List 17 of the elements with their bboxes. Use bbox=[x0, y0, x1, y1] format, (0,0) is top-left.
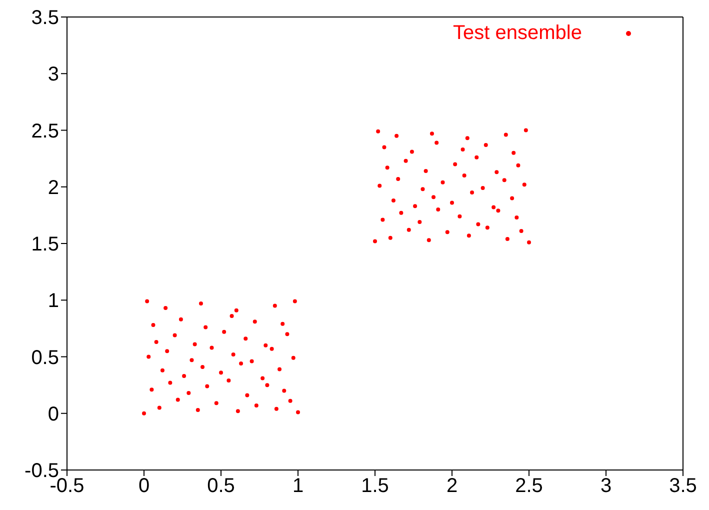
x-tick-label: 0.5 bbox=[207, 475, 235, 498]
x-tick-label: 1.5 bbox=[361, 475, 389, 498]
legend-label: Test ensemble bbox=[453, 22, 582, 45]
y-tick-label: 2.5 bbox=[31, 120, 59, 142]
x-tick-label: 3 bbox=[600, 475, 612, 498]
y-tick-label: 2 bbox=[48, 176, 59, 199]
x-tick-label: 2 bbox=[446, 475, 458, 498]
y-tick-label: 0 bbox=[48, 403, 59, 426]
x-tick-label: 2.5 bbox=[515, 475, 543, 498]
x-tick-label: 0 bbox=[138, 475, 150, 498]
y-tick-label: 1 bbox=[48, 290, 59, 312]
y-tick-label: 0.5 bbox=[31, 346, 59, 369]
x-tick-label: 1 bbox=[292, 475, 304, 498]
x-tick-label: 3.5 bbox=[669, 475, 697, 498]
y-tick-label: 1.5 bbox=[31, 234, 59, 256]
y-tick-label: 3 bbox=[48, 64, 59, 86]
y-tick-label: 3.5 bbox=[31, 7, 59, 30]
